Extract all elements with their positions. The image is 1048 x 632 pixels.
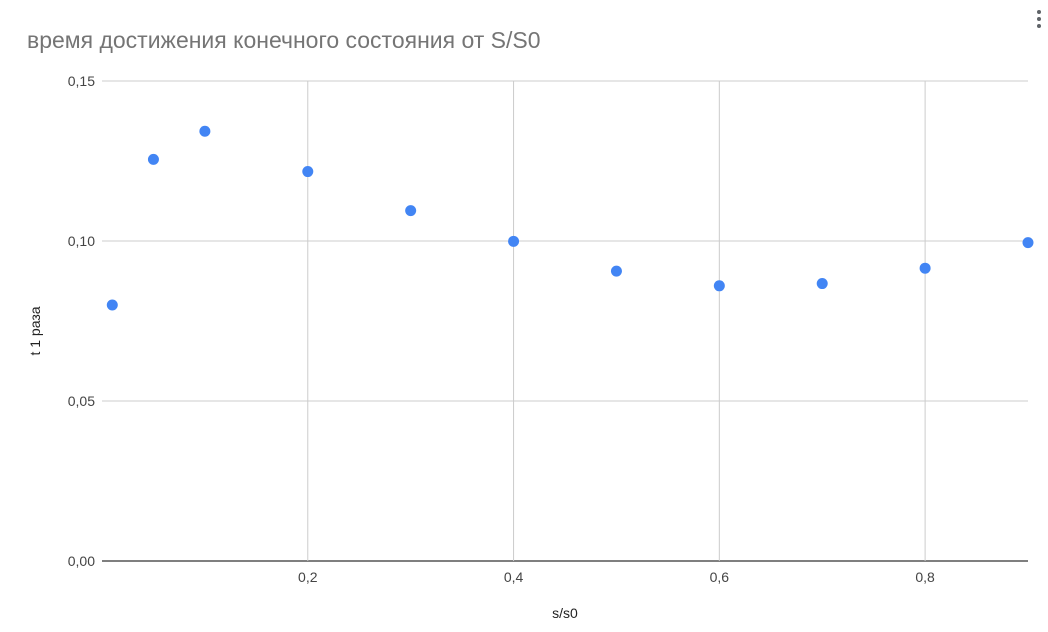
x-tick-label: 0,4	[504, 569, 524, 585]
data-point[interactable]	[1022, 237, 1034, 249]
y-tick-label: 0,00	[68, 553, 95, 569]
data-point[interactable]	[199, 125, 211, 137]
data-point[interactable]	[302, 166, 314, 178]
x-tick-label: 0,6	[710, 569, 730, 585]
data-point[interactable]	[147, 153, 159, 165]
data-point[interactable]	[508, 235, 520, 247]
more-vert-icon-dot	[1037, 17, 1041, 21]
point-layer	[106, 125, 1034, 311]
y-axis-label: t 1 раза	[27, 306, 43, 355]
chart-title: время достижения конечного состояния от …	[27, 27, 541, 53]
y-tick-label: 0,05	[68, 393, 95, 409]
x-tick-label: 0,2	[298, 569, 318, 585]
tick-label-layer: 0,00 0,05 0,10 0,15 0,2 0,4 0,6 0,8	[68, 73, 935, 585]
data-point[interactable]	[405, 205, 417, 217]
chart-menu-button[interactable]	[1033, 8, 1045, 30]
data-point[interactable]	[106, 299, 118, 311]
data-point[interactable]	[610, 265, 622, 277]
x-tick-label: 0,8	[915, 569, 935, 585]
x-axis-label: s/s0	[552, 605, 578, 621]
data-point[interactable]	[713, 280, 725, 292]
y-tick-label: 0,15	[68, 73, 95, 89]
grid-layer	[102, 80, 1028, 562]
y-tick-label: 0,10	[68, 233, 95, 249]
data-point[interactable]	[816, 278, 828, 290]
more-vert-icon	[1037, 10, 1041, 14]
data-point[interactable]	[919, 262, 931, 274]
more-vert-icon-dot	[1037, 24, 1041, 28]
